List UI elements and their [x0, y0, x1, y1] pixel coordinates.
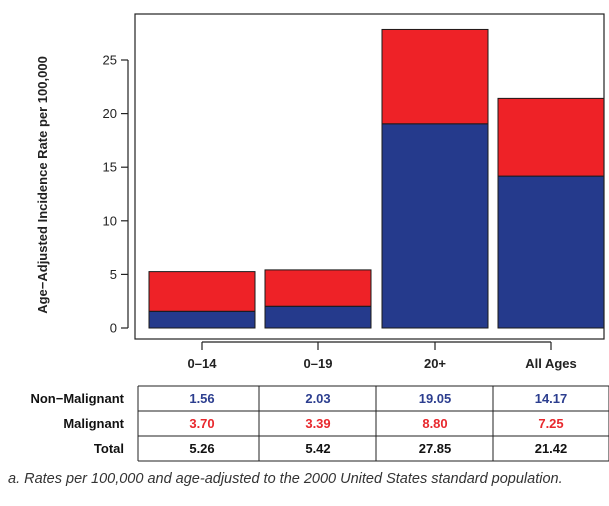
y-tick-label: 20 [103, 106, 117, 121]
y-axis-label-group: Age−Adjusted Incidence Rate per 100,000 [35, 56, 50, 314]
stacked-bar-chart: Age−Adjusted Incidence Rate per 100,000 … [30, 13, 609, 462]
x-axis: 0–14 0–19 20+ All Ages [188, 341, 577, 371]
bar-non-malignant [381, 123, 489, 329]
table-cell: 5.42 [305, 441, 330, 456]
y-axis: 0 5 10 15 20 25 [103, 53, 129, 336]
table-cell: 14.17 [535, 391, 568, 406]
footnote: a. Rates per 100,000 and age-adjusted to… [8, 471, 563, 487]
y-tick-label: 10 [103, 213, 117, 228]
plot-frame [134, 13, 605, 340]
bar-malignant [148, 271, 256, 312]
table-cell: 5.26 [189, 441, 214, 456]
table-cell: 27.85 [419, 441, 452, 456]
table-row-label: Total [94, 441, 124, 456]
bar-non-malignant [148, 310, 256, 329]
table-row-label: Non−Malignant [30, 391, 124, 406]
bar-malignant [264, 269, 372, 307]
x-tick-label: 0–14 [188, 356, 218, 371]
table-cell: 21.42 [535, 441, 568, 456]
table-cell: 1.56 [189, 391, 214, 406]
bar-non-malignant [497, 175, 605, 329]
bars [148, 28, 605, 329]
y-tick-label: 15 [103, 160, 117, 175]
table-cell: 3.70 [189, 416, 214, 431]
table-row-label: Malignant [63, 416, 124, 431]
x-tick-label: All Ages [525, 356, 577, 371]
y-tick-label: 5 [110, 267, 117, 282]
x-tick-label: 0–19 [304, 356, 333, 371]
x-tick-label: 20+ [424, 356, 446, 371]
table-cell: 8.80 [422, 416, 447, 431]
table-cell: 3.39 [305, 416, 330, 431]
data-table: Non−Malignant 1.56 2.03 19.05 14.17 Malignant… [30, 385, 609, 462]
table-cell: 7.25 [538, 416, 563, 431]
table-cell: 19.05 [419, 391, 452, 406]
y-tick-label: 25 [103, 53, 117, 68]
y-axis-label: Age−Adjusted Incidence Rate per 100,000 [35, 56, 50, 314]
bar-non-malignant [264, 305, 372, 329]
table-cell: 2.03 [305, 391, 330, 406]
bar-malignant [497, 97, 605, 177]
bar-malignant [381, 28, 489, 125]
y-tick-label: 0 [110, 321, 117, 336]
